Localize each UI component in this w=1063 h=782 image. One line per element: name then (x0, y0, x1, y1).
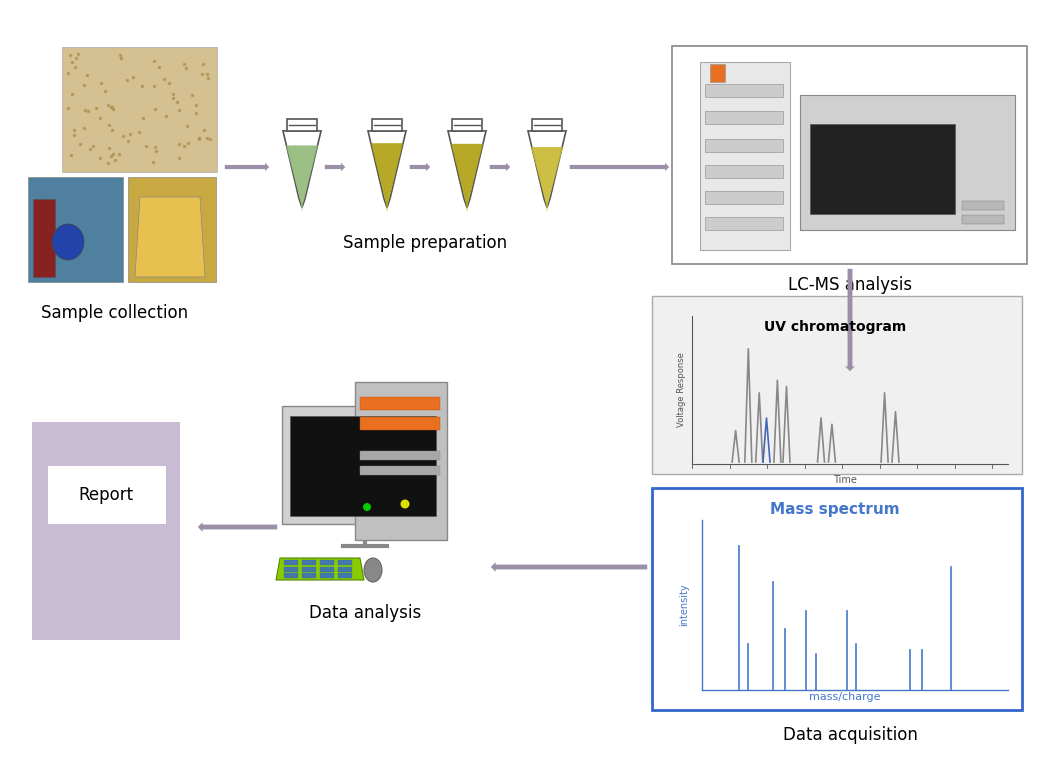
Polygon shape (371, 143, 403, 213)
Bar (284, 573, 298, 578)
Bar (62, 47, 217, 172)
Text: Sample preparation: Sample preparation (343, 234, 507, 252)
Bar (355, 382, 448, 540)
Polygon shape (286, 145, 318, 213)
Text: Voltage Response: Voltage Response (677, 353, 687, 428)
Bar (290, 416, 436, 516)
Polygon shape (135, 197, 205, 277)
Bar (338, 561, 352, 565)
Bar (962, 215, 1003, 224)
Polygon shape (283, 131, 321, 207)
Ellipse shape (52, 224, 84, 260)
Bar (701, 62, 790, 250)
Bar (452, 120, 483, 131)
Bar (705, 217, 783, 230)
Bar (302, 561, 316, 565)
Bar (282, 406, 444, 524)
Bar (32, 422, 180, 640)
Text: mass/charge: mass/charge (809, 692, 881, 702)
Text: LC-MS analysis: LC-MS analysis (788, 276, 912, 294)
Bar (284, 561, 298, 565)
Bar (672, 46, 1027, 264)
Bar (338, 567, 352, 572)
Text: UV chromatogram: UV chromatogram (764, 320, 906, 334)
Bar (320, 573, 334, 578)
Circle shape (362, 503, 371, 511)
Bar (302, 567, 316, 572)
Bar (532, 120, 562, 131)
Bar (652, 296, 1022, 474)
Bar (652, 488, 1022, 710)
Bar (320, 561, 334, 565)
Bar (810, 124, 955, 214)
Text: Sample collection: Sample collection (41, 304, 188, 322)
Polygon shape (451, 144, 483, 213)
Bar (372, 120, 402, 131)
Bar (302, 573, 316, 578)
Bar (28, 177, 123, 282)
Text: Time: Time (833, 475, 857, 485)
Bar (360, 417, 440, 430)
Bar (33, 199, 55, 277)
Text: Report: Report (79, 486, 134, 504)
Bar (360, 397, 440, 410)
Bar (284, 567, 298, 572)
Bar (705, 111, 783, 124)
Bar (320, 567, 334, 572)
Text: Mass spectrum: Mass spectrum (771, 502, 899, 517)
Bar (705, 191, 783, 204)
Bar (48, 466, 166, 524)
Text: intensity: intensity (679, 583, 689, 626)
Bar (800, 95, 1015, 230)
Bar (962, 201, 1003, 210)
Bar (338, 573, 352, 578)
Polygon shape (528, 131, 566, 207)
Polygon shape (368, 131, 406, 207)
Polygon shape (532, 147, 563, 213)
Bar (287, 120, 317, 131)
Bar (360, 466, 440, 475)
Bar (360, 451, 440, 460)
Ellipse shape (364, 558, 382, 582)
Text: Data acquisition: Data acquisition (782, 726, 917, 744)
Circle shape (401, 500, 409, 508)
Bar (128, 177, 216, 282)
Text: Data analysis: Data analysis (309, 604, 421, 622)
Bar (705, 165, 783, 178)
Bar (705, 84, 783, 97)
Bar (705, 139, 783, 152)
Bar (710, 64, 725, 82)
Polygon shape (276, 558, 364, 580)
Polygon shape (448, 131, 486, 207)
